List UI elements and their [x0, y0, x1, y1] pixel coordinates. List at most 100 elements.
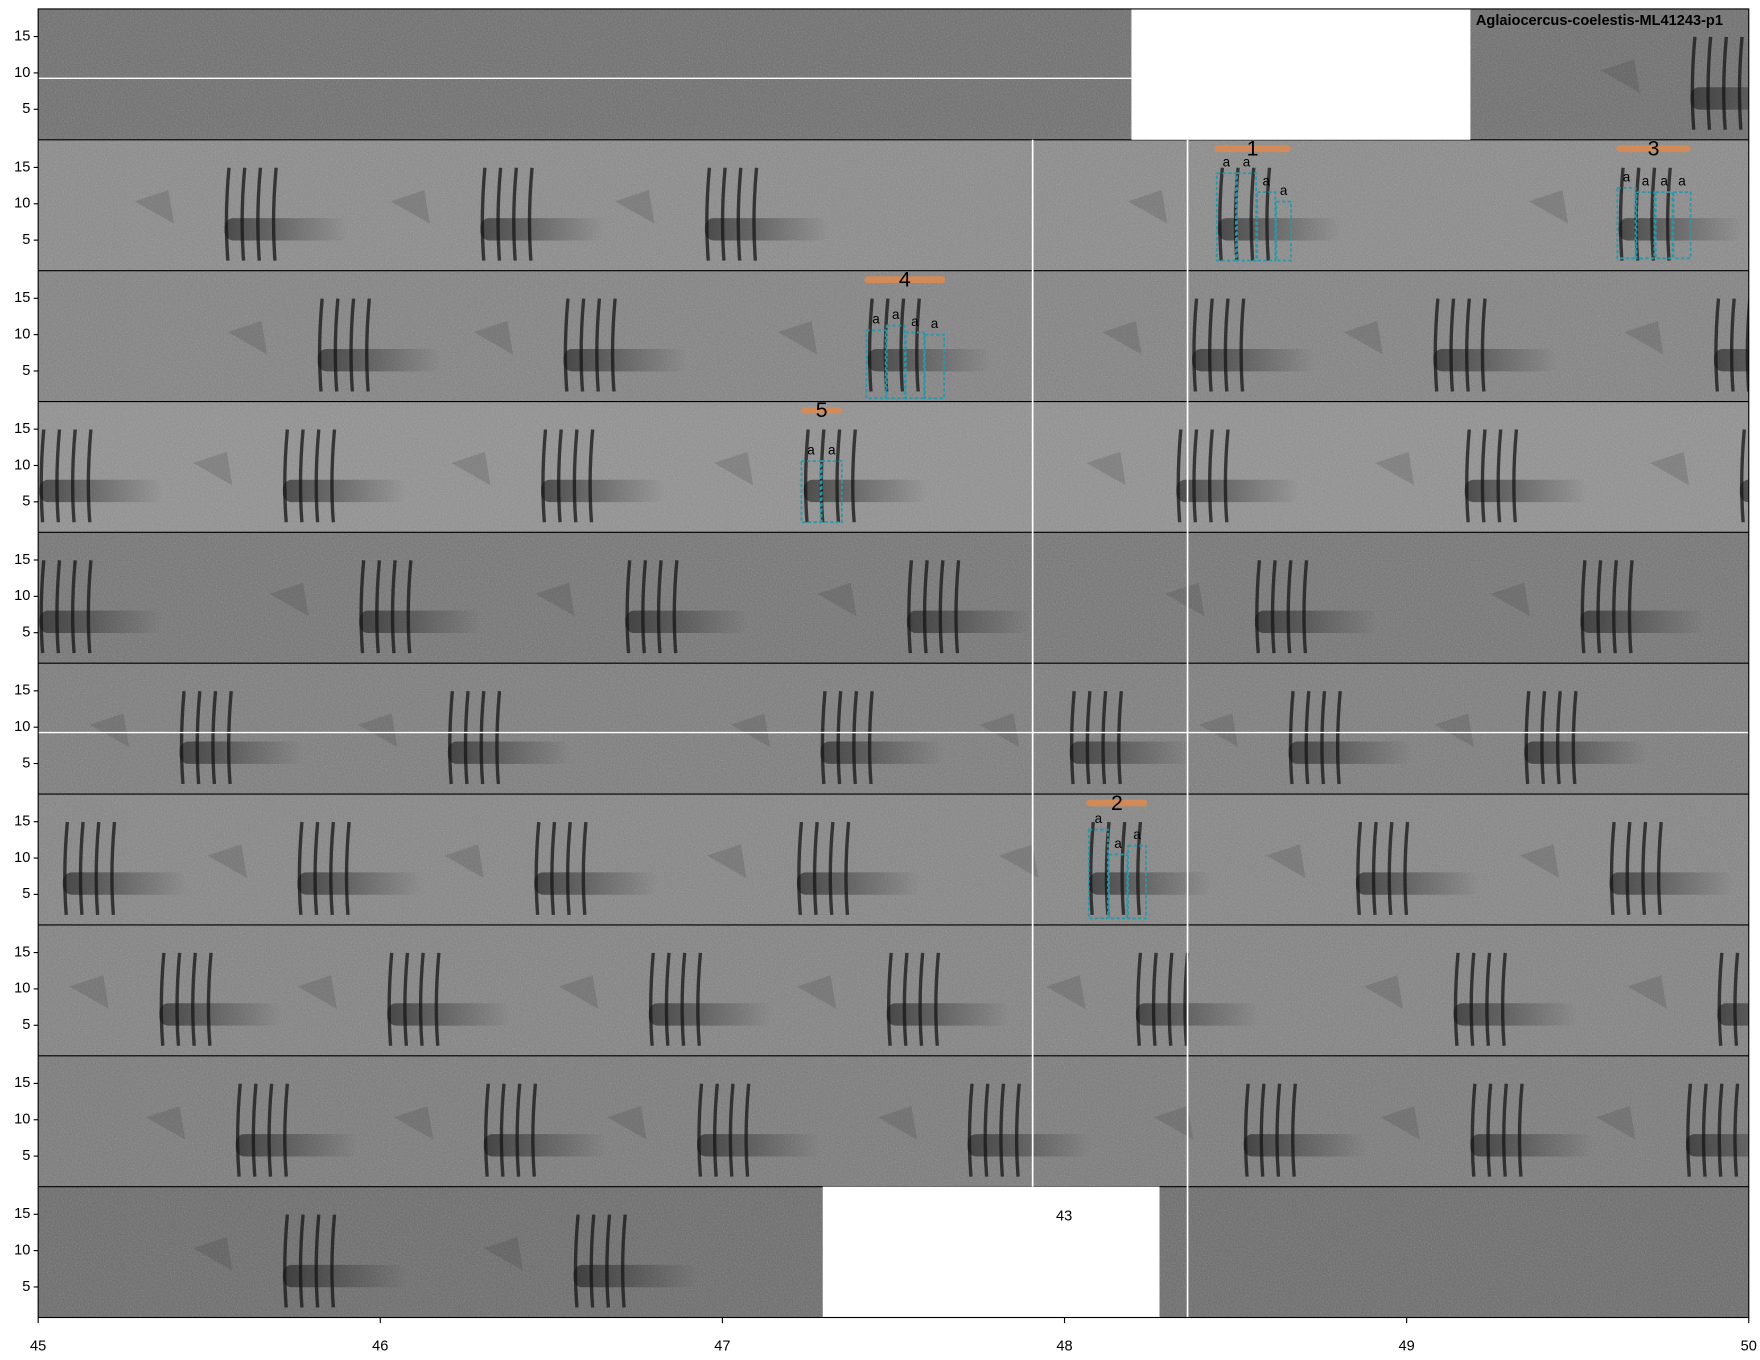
x-tick-label: 48 [1056, 1338, 1072, 1354]
call-note [1208, 429, 1214, 523]
call-note [1465, 429, 1471, 523]
call-note [1512, 429, 1519, 523]
call-note [820, 691, 827, 785]
call-note [235, 1083, 242, 1177]
call-note [283, 1214, 290, 1308]
call-note [967, 1083, 974, 1177]
syllable-box [904, 331, 925, 400]
call-tail [541, 479, 665, 503]
call-note [86, 560, 93, 654]
call-note [527, 167, 534, 261]
call-note [918, 952, 925, 1046]
call-note [63, 821, 70, 916]
call-lift [998, 844, 1039, 878]
call-note [224, 167, 231, 261]
call-tail [886, 1003, 1011, 1026]
call-note [550, 821, 557, 916]
call-tail [906, 610, 1031, 634]
call-tail [224, 218, 348, 241]
call-note [448, 691, 455, 785]
call-note [267, 1083, 274, 1177]
call-tail [1176, 479, 1300, 503]
call-note [191, 952, 197, 1046]
call-note [1733, 1083, 1740, 1177]
call-lift [193, 451, 233, 486]
x-tick-label: 47 [714, 1338, 730, 1354]
y-tick-label: 15 [14, 28, 30, 44]
call-note [886, 952, 893, 1046]
call-tail [1464, 479, 1589, 503]
call-note [1176, 429, 1183, 523]
call-note [1223, 298, 1230, 392]
call-lift [1375, 451, 1415, 486]
call-lift [817, 582, 857, 617]
syllable-label: a [931, 316, 939, 331]
syllable-label: a [1642, 174, 1650, 189]
call-note [179, 691, 186, 785]
call-note [175, 952, 182, 1046]
call-note [1502, 1083, 1509, 1177]
call-note [251, 1083, 258, 1177]
call-note [1218, 167, 1225, 261]
call-lift [393, 1106, 434, 1140]
call-note [390, 560, 397, 654]
call-note [70, 429, 77, 523]
call-note [1433, 298, 1440, 392]
call-note [283, 429, 290, 523]
call-note [1540, 691, 1547, 785]
call-note [271, 167, 278, 261]
selection-bar [1214, 145, 1291, 153]
call-lift [1165, 582, 1205, 617]
call-note [1496, 429, 1503, 523]
call-note [1270, 560, 1277, 654]
syllable-box [1275, 200, 1292, 262]
call-lift [707, 844, 747, 878]
syllable-label: a [1623, 169, 1631, 184]
call-note [588, 429, 595, 523]
call-note [1288, 691, 1295, 785]
call-lift [0, 844, 12, 878]
call-note [298, 429, 305, 523]
call-note [1627, 560, 1634, 654]
call-note [1486, 1083, 1493, 1177]
call-note [1117, 691, 1124, 785]
panel-noise [38, 401, 1749, 533]
x-tick-label: 50 [1741, 1338, 1757, 1354]
call-lift [796, 975, 837, 1009]
call-note [1656, 821, 1663, 916]
call-tail [387, 1003, 511, 1026]
call-tail [1069, 741, 1194, 764]
call-note [1609, 821, 1616, 916]
plot-frame [37, 8, 1750, 1319]
y-tick-label: 5 [22, 494, 30, 510]
call-note [852, 691, 859, 785]
y-tick-label: 10 [14, 850, 30, 866]
call-tail [967, 1134, 1092, 1157]
call-note [803, 429, 810, 523]
call-tail [317, 348, 442, 372]
selection-label: 4 [899, 267, 911, 291]
call-tail [803, 479, 928, 503]
call-tail [62, 872, 187, 895]
call-note [1320, 691, 1327, 785]
call-tail [573, 1264, 698, 1288]
call-note [954, 560, 961, 654]
call-note [1265, 167, 1272, 261]
call-note [1335, 691, 1342, 785]
call-note [573, 1214, 580, 1308]
call-note [1356, 821, 1363, 916]
syllable-box [800, 460, 822, 524]
call-lift [713, 451, 754, 486]
call-note [359, 560, 366, 654]
call-tail [1717, 1003, 1749, 1026]
syllable-box [1654, 191, 1674, 260]
y-tick-label: 15 [14, 552, 30, 568]
syllable-label: a [892, 307, 900, 322]
selection-bar [864, 276, 946, 283]
call-note [1223, 429, 1230, 523]
call-lift [89, 713, 130, 748]
call-note [1259, 1083, 1266, 1177]
call-note [531, 1083, 538, 1177]
call-note [1136, 952, 1143, 1046]
call-lift [69, 975, 109, 1009]
